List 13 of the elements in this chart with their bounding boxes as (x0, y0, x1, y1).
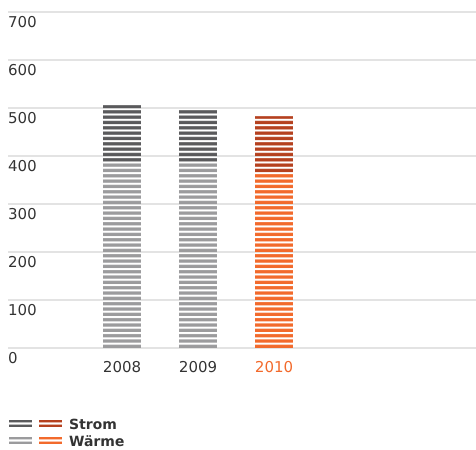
y-tick-label: 600 (8, 61, 37, 79)
y-tick-label: 500 (8, 109, 37, 127)
y-tick-label: 100 (8, 301, 37, 319)
x-tick-label: 2009 (178, 358, 218, 376)
y-tick-label: 300 (8, 205, 37, 223)
x-tick-label: 2008 (102, 358, 142, 376)
y-tick-label: 200 (8, 253, 37, 271)
legend-label: Strom (69, 417, 117, 433)
x-tick-label: 2010 (254, 358, 294, 376)
legend-label: Wärme (69, 434, 124, 450)
y-tick-label: 700 (8, 13, 37, 31)
y-tick-label: 400 (8, 157, 37, 175)
y-tick-label: 0 (8, 349, 18, 367)
